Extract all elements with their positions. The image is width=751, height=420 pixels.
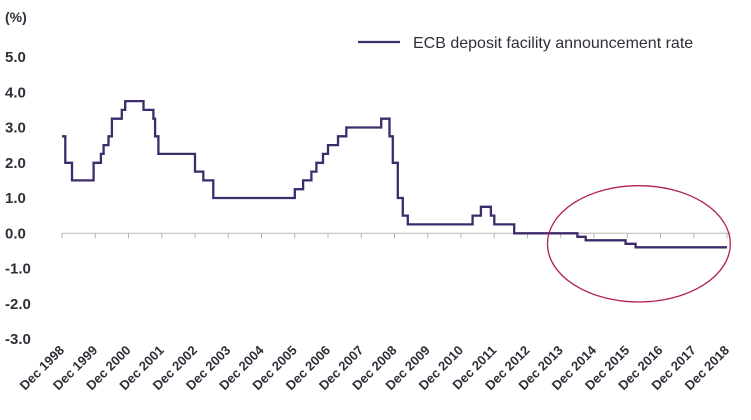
annotation-layer xyxy=(546,185,731,303)
y-tick-label: 4.0 xyxy=(5,84,26,101)
y-tick-label: -2.0 xyxy=(5,296,31,313)
y-tick-label: 1.0 xyxy=(5,190,26,207)
series-layer xyxy=(62,99,727,249)
legend: ECB deposit facility announcement rate xyxy=(358,35,693,52)
y-tick-label: -3.0 xyxy=(5,331,31,348)
series-line xyxy=(62,99,727,249)
y-tick-label: 5.0 xyxy=(5,49,26,66)
y-axis-unit-label: (%) xyxy=(5,9,27,25)
y-tick-label: 2.0 xyxy=(5,155,26,172)
legend-label: ECB deposit facility announcement rate xyxy=(413,35,693,52)
highlight-ellipse xyxy=(546,185,731,303)
y-axis-ticks: 5.0 4.0 3.0 2.0 1.0 0.0 -1.0 -2.0 -3.0 xyxy=(5,49,31,348)
y-tick-label: -1.0 xyxy=(5,261,31,278)
y-tick-label: 0.0 xyxy=(5,225,26,242)
y-tick-label: 3.0 xyxy=(5,120,26,137)
